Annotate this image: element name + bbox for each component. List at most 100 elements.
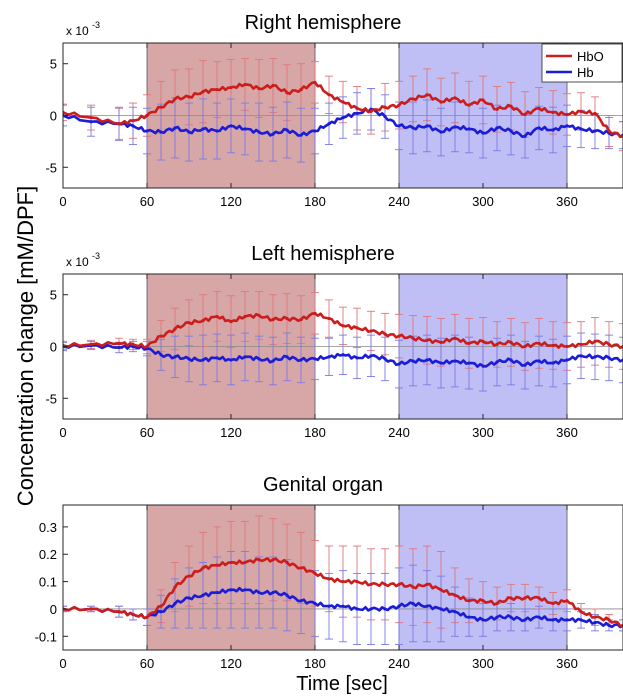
data-point-hb [481, 618, 485, 622]
data-point-hb [593, 355, 597, 359]
data-point-hbo [593, 111, 597, 116]
data-point-hbo [565, 344, 569, 349]
data-point-hb [369, 607, 373, 611]
data-point-hbo [509, 340, 513, 344]
y-tick-label: 0 [50, 109, 57, 124]
data-point-hbo [439, 588, 443, 592]
data-point-hbo [257, 313, 261, 318]
data-point-hbo [537, 596, 541, 600]
data-point-hbo [159, 105, 163, 109]
data-point-hbo [579, 342, 583, 347]
legend-label-hb: Hb [577, 65, 594, 80]
data-point-hbo [453, 96, 457, 100]
data-point-hbo [411, 97, 415, 101]
x-axis-label: Time [sec] [296, 673, 388, 695]
data-point-hbo [607, 129, 611, 133]
data-point-hb [271, 359, 275, 363]
data-point-hb [187, 357, 191, 361]
x-tick-label: 300 [472, 425, 494, 440]
y-tick-label: 5 [50, 57, 57, 72]
data-point-hb [271, 590, 275, 595]
data-point-hbo [439, 100, 443, 104]
data-point-hb [243, 127, 247, 131]
y-tick-label: -5 [45, 391, 57, 406]
data-point-hb [537, 359, 541, 363]
x-tick-label: 360 [556, 656, 578, 671]
data-point-hbo [313, 311, 317, 315]
data-point-hb [495, 615, 499, 619]
data-point-hbo [397, 103, 401, 107]
data-point-hbo [327, 93, 331, 97]
data-point-hbo [131, 119, 135, 123]
data-point-hbo [159, 334, 163, 338]
data-point-hbo [467, 341, 471, 345]
data-point-hbo [89, 115, 93, 120]
data-point-hb [201, 358, 205, 362]
data-point-hbo [593, 615, 597, 619]
data-point-hb [397, 124, 401, 128]
x-tick-label: 180 [304, 194, 326, 209]
data-point-hb [425, 604, 429, 608]
x-tick-label: 60 [140, 656, 154, 671]
legend-box [541, 43, 623, 83]
panel-title: Genital organ [263, 474, 383, 496]
data-point-hb [593, 621, 597, 625]
data-point-hbo [551, 110, 555, 114]
x-tick-label: 180 [304, 425, 326, 440]
data-point-hb [551, 361, 555, 365]
data-point-hbo [383, 582, 387, 586]
data-point-hb [383, 607, 387, 611]
plot-frame [62, 504, 623, 651]
data-point-hb [299, 358, 303, 362]
data-point-hbo [369, 109, 373, 113]
data-point-hb [271, 132, 275, 136]
data-point-hbo [383, 332, 387, 336]
x-tick-label: 180 [304, 656, 326, 671]
data-point-hb [565, 124, 569, 128]
data-point-hbo [299, 566, 303, 570]
data-point-hbo [425, 582, 429, 586]
data-point-hbo [453, 336, 457, 340]
data-point-hbo [467, 103, 471, 107]
data-point-hb [565, 618, 569, 622]
data-point-hbo [607, 618, 611, 622]
data-point-hb [411, 359, 415, 363]
data-point-hbo [271, 558, 275, 562]
data-point-hbo [145, 344, 149, 349]
data-point-hbo [397, 582, 401, 586]
data-point-hbo [523, 344, 527, 349]
data-point-hbo [383, 105, 387, 109]
data-point-hbo [313, 80, 317, 84]
data-point-hbo [355, 326, 359, 330]
data-point-hb [551, 128, 555, 132]
data-point-hbo [341, 324, 345, 328]
data-point-hb [341, 353, 345, 357]
data-point-hb [215, 590, 219, 595]
data-point-hbo [481, 599, 485, 603]
data-point-hbo [537, 341, 541, 345]
data-point-hbo [145, 615, 149, 619]
axis-exponent-label: x 10 [66, 255, 89, 269]
data-point-hb [159, 610, 163, 614]
data-point-hbo [495, 601, 499, 606]
data-point-hb [173, 601, 177, 606]
x-tick-label: 0 [59, 656, 66, 671]
data-point-hbo [201, 566, 205, 570]
data-point-hbo [243, 314, 247, 319]
data-point-hb [537, 126, 541, 130]
chart-panel-1: 0 60 120 180 240 300 360 5 0 -5 Right hemisphere x … [45, 12, 623, 209]
data-point-hbo [215, 563, 219, 567]
y-tick-label: 0.1 [39, 575, 57, 590]
y-tick-label: -5 [45, 160, 57, 175]
data-point-hb [89, 120, 93, 124]
x-tick-label: 0 [59, 425, 66, 440]
data-point-hb [355, 356, 359, 360]
data-point-hb [215, 356, 219, 360]
data-point-hb [551, 618, 555, 622]
y-tick-label: 0 [50, 602, 57, 617]
data-point-hbo [187, 321, 191, 325]
data-point-hb [397, 362, 401, 366]
data-point-hbo [439, 340, 443, 344]
